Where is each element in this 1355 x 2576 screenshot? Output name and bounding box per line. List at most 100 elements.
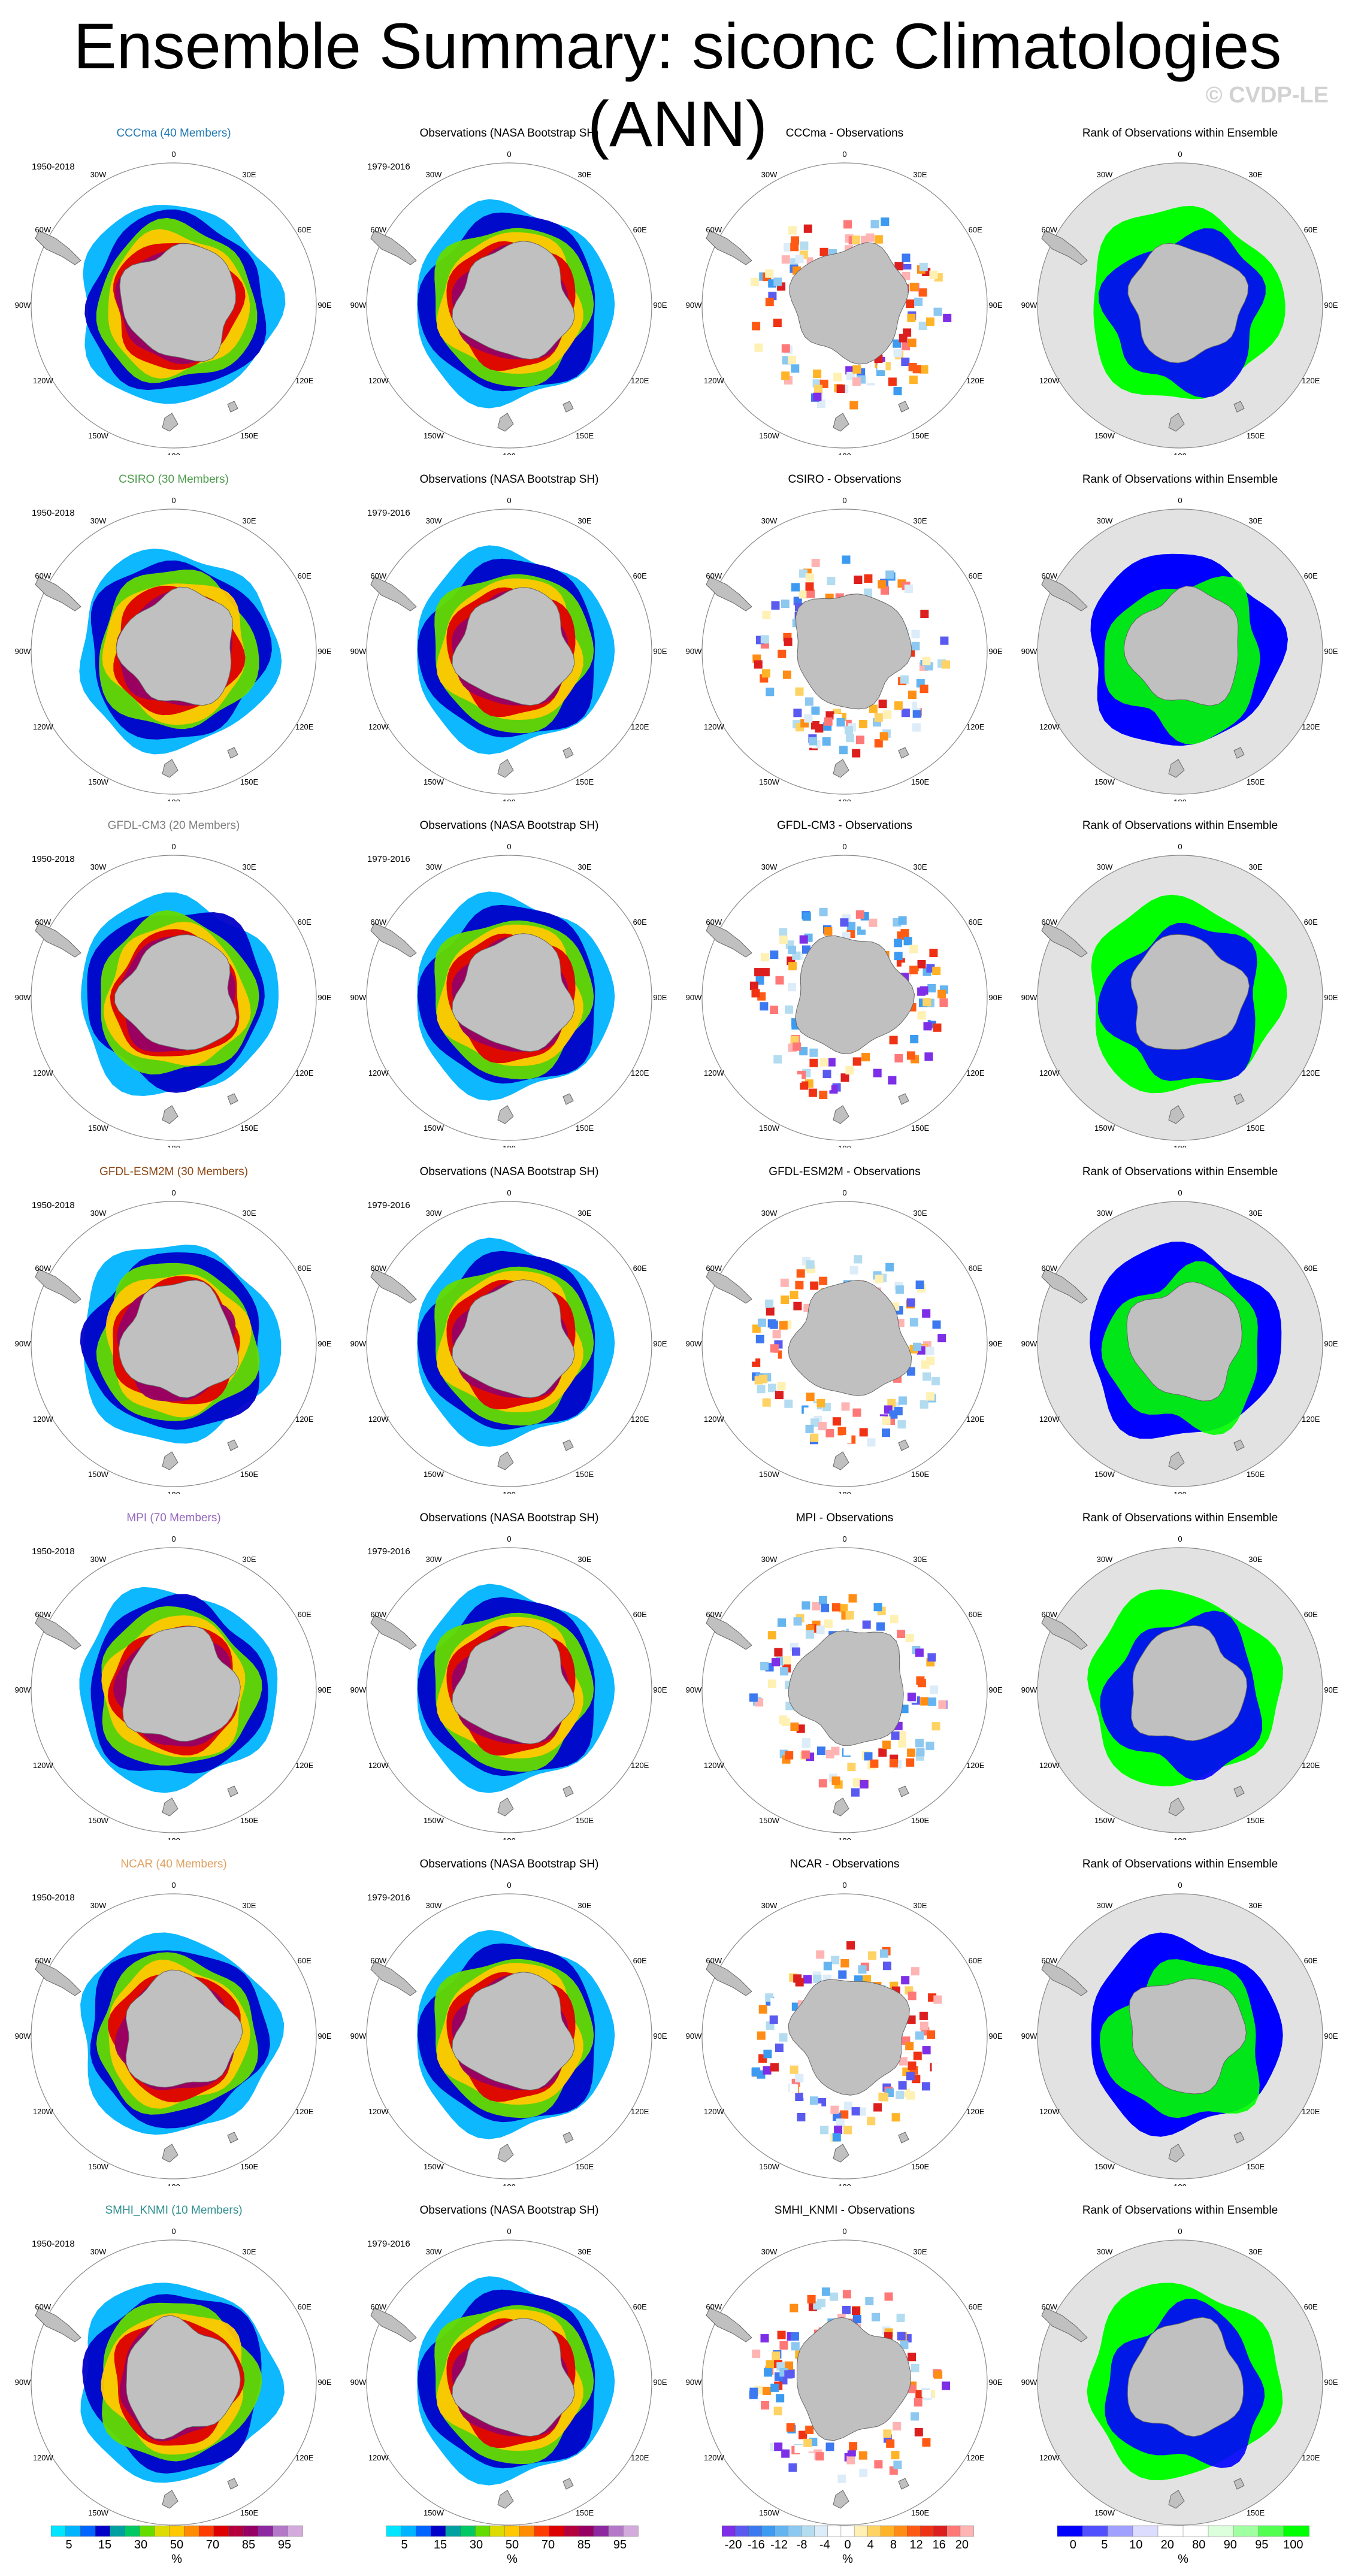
longitude-label: 120E (966, 1415, 985, 1424)
rank-title: Rank of Observations within Ensemble (1082, 819, 1278, 832)
colorbar-tick-label: -12 (770, 2538, 788, 2551)
longitude-label: 120W (33, 1415, 54, 1424)
model-climatology-map: 0 30E 60E 90E 120E 150E 180 150W 120W 90W 60W 30W (15, 496, 332, 801)
longitude-label: 30W (90, 1555, 107, 1564)
difference-title: SMHI_KNMI - Observations (774, 2204, 915, 2217)
longitude-label: 120E (1302, 1761, 1320, 1770)
longitude-label: 30W (90, 2247, 107, 2256)
colorbar-tick-label: 70 (206, 2538, 219, 2551)
longitude-label: 60E (1304, 2302, 1318, 2311)
longitude-label: 60W (35, 1610, 51, 1619)
longitude-label: 0 (1178, 496, 1182, 505)
longitude-label: 180 (1173, 1144, 1187, 1148)
longitude-label: 150W (88, 2162, 109, 2171)
difference-title: CSIRO - Observations (788, 473, 902, 486)
longitude-label: 30W (90, 1209, 107, 1218)
longitude-label: 60E (969, 571, 982, 580)
longitude-label: 180 (838, 1836, 851, 1840)
longitude-label: 150W (1094, 2162, 1115, 2171)
colorbar-swatch (946, 2525, 961, 2537)
longitude-label: 30W (90, 516, 107, 525)
longitude-label: 30E (913, 2247, 927, 2256)
longitude-label: 90E (317, 2378, 331, 2387)
colorbar-swatch (213, 2525, 229, 2537)
longitude-label: 0 (171, 1881, 176, 1890)
model-title: MPI (70 Members) (126, 1512, 221, 1524)
longitude-label: 0 (171, 1534, 176, 1543)
longitude-label: 150W (1094, 431, 1115, 440)
longitude-label: 120W (368, 722, 389, 731)
colorbar-tick-label: 95 (613, 2538, 627, 2551)
model-climatology-map: 0 30E 60E 90E 120E 150E 180 150W 120W 90W 60W 30W (15, 150, 332, 455)
longitude-label: 150E (1247, 2162, 1265, 2171)
longitude-label: 0 (507, 150, 511, 159)
colorbar-swatch (761, 2525, 776, 2537)
observation-map: 0 30E 60E 90E 120E 150E 180 150W 120W 90W 60W 30W (350, 150, 667, 455)
colorbar-swatch (386, 2525, 402, 2537)
longitude-label: 120W (368, 376, 389, 385)
colorbar-swatch (593, 2525, 609, 2537)
longitude-label: 120W (704, 1068, 725, 1077)
longitude-label: 30E (242, 2247, 256, 2256)
obs-period: 1979-2016 (367, 2239, 410, 2249)
longitude-label: 90E (653, 301, 667, 310)
longitude-label: 90E (653, 1339, 667, 1348)
longitude-label: 60E (1304, 225, 1318, 234)
longitude-label: 120W (704, 1415, 725, 1424)
longitude-label: 150E (240, 777, 259, 786)
longitude-label: 120E (631, 376, 649, 385)
longitude-label: 120W (368, 2107, 389, 2116)
longitude-label: 150W (88, 1816, 109, 1825)
longitude-label: 60W (1041, 571, 1057, 580)
difference-map: 0 30E 60E 90E 120E 150E 180 150W 120W 90W 60W 30W (686, 150, 1003, 455)
longitude-label: 150W (759, 2508, 780, 2517)
longitude-label: 60E (969, 225, 982, 234)
longitude-label: 150W (88, 2508, 109, 2517)
longitude-label: 120W (368, 1415, 389, 1424)
longitude-label: 0 (171, 496, 176, 505)
longitude-label: 60E (633, 1264, 647, 1273)
longitude-label: 60W (35, 1956, 51, 1965)
colorbar-tick-label: 20 (955, 2538, 969, 2551)
longitude-label: 150W (424, 777, 444, 786)
longitude-label: 150W (424, 431, 444, 440)
longitude-label: 150E (240, 1816, 259, 1825)
longitude-label: 120W (368, 1761, 389, 1770)
longitude-label: 90E (1324, 2378, 1338, 2387)
model-title: NCAR (40 Members) (120, 1858, 227, 1870)
colorbar-swatch (1283, 2525, 1309, 2537)
longitude-label: 150W (424, 1816, 444, 1825)
observation-map: 0 30E 60E 90E 120E 150E 180 150W 120W 90W 60W 30W (350, 1188, 667, 1494)
longitude-label: 180 (1173, 798, 1187, 801)
longitude-label: 60E (1304, 1956, 1318, 1965)
colorbar-tick-label: -4 (819, 2538, 830, 2551)
longitude-label: 150E (240, 2508, 259, 2517)
longitude-label: 90W (15, 301, 31, 310)
obs-period: 1979-2016 (367, 162, 410, 172)
longitude-label: 30E (1248, 862, 1262, 871)
longitude-label: 60W (370, 2302, 386, 2311)
colorbar-swatch (881, 2525, 895, 2537)
colorbar-swatch (258, 2525, 274, 2537)
longitude-label: 60E (969, 2302, 982, 2311)
colorbar-unit-label: % (507, 2553, 518, 2566)
longitude-label: 150W (1094, 2508, 1115, 2517)
longitude-label: 60E (633, 918, 647, 927)
model-period: 1950-2018 (32, 508, 75, 518)
colorbar-swatch (1258, 2525, 1284, 2537)
longitude-label: 60E (298, 1264, 311, 1273)
colorbar-swatch (840, 2525, 855, 2537)
rank-title: Rank of Observations within Ensemble (1082, 473, 1278, 486)
longitude-label: 0 (507, 1534, 511, 1543)
longitude-label: 150W (424, 1124, 444, 1133)
colorbar-tick-label: 95 (1255, 2538, 1268, 2551)
longitude-label: 0 (1178, 1534, 1182, 1543)
longitude-label: 120E (966, 2107, 985, 2116)
longitude-label: 150W (424, 2508, 444, 2517)
longitude-label: 180 (167, 1836, 180, 1840)
longitude-label: 150W (88, 777, 109, 786)
colorbar-swatch (1082, 2525, 1108, 2537)
observation-title: Observations (NASA Bootstrap SH) (419, 1512, 599, 1524)
longitude-label: 60E (633, 571, 647, 580)
longitude-label: 150W (88, 431, 109, 440)
